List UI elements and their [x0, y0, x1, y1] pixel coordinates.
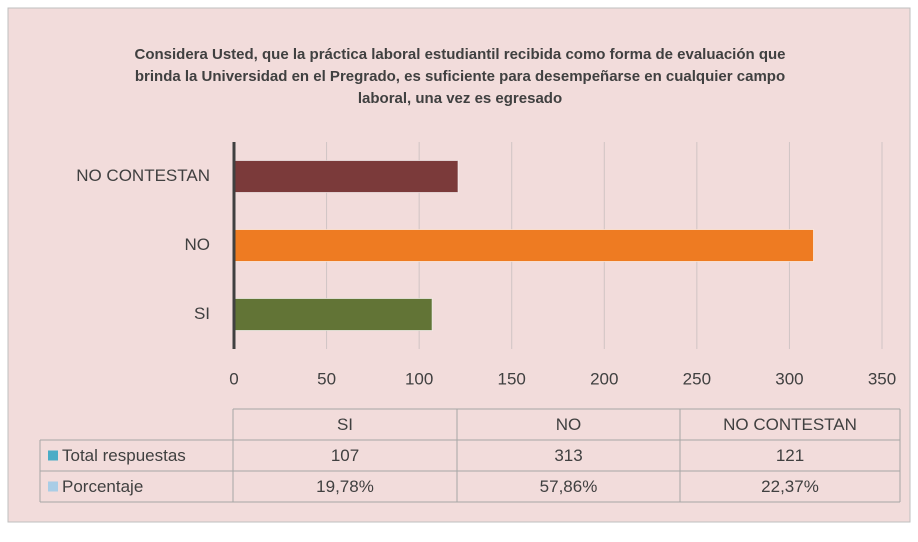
table-header: NO — [556, 415, 582, 434]
bar — [233, 298, 433, 331]
legend-label: Total respuestas — [62, 446, 186, 465]
legend-key — [48, 450, 58, 461]
legend-key — [48, 481, 58, 492]
x-tick-label: 350 — [868, 369, 896, 388]
x-tick-label: 250 — [683, 369, 711, 388]
x-tick-label: 0 — [229, 369, 238, 388]
chart-title: Considera Usted, que la práctica laboral… — [134, 46, 786, 107]
bar — [233, 229, 814, 262]
x-tick-label: 150 — [498, 369, 526, 388]
y-tick-label: SI — [194, 304, 210, 323]
x-tick-label: 100 — [405, 369, 433, 388]
bar — [233, 160, 459, 193]
table-header: SI — [337, 415, 353, 434]
legend-label: Porcentaje — [62, 477, 143, 496]
table-cell: 121 — [776, 446, 804, 465]
table-cell: 107 — [331, 446, 359, 465]
x-tick-label: 300 — [775, 369, 803, 388]
x-tick-label: 200 — [590, 369, 618, 388]
table-cell: 313 — [554, 446, 582, 465]
table-cell: 19,78% — [316, 477, 374, 496]
chart-background — [7, 7, 911, 523]
x-tick-label: 50 — [317, 369, 336, 388]
y-tick-label: NO CONTESTAN — [76, 166, 210, 185]
y-tick-label: NO — [185, 235, 211, 254]
table-cell: 57,86% — [540, 477, 598, 496]
table-header: NO CONTESTAN — [723, 415, 857, 434]
table-cell: 22,37% — [761, 477, 819, 496]
